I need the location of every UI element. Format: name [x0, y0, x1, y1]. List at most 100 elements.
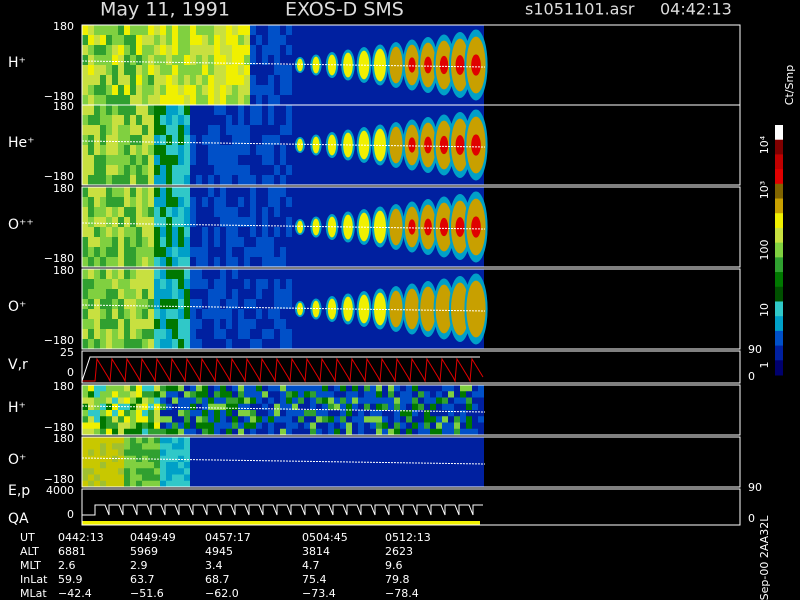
spectrogram-cell [184, 227, 190, 238]
spectrogram-cell [226, 197, 232, 208]
spectrogram-cell [244, 269, 250, 280]
spectrogram-cell [226, 319, 232, 330]
spectrogram-cell [262, 397, 268, 405]
spectrogram-cell [292, 422, 298, 430]
spectrogram-cell [154, 105, 160, 116]
spectrogram-cell [286, 207, 292, 218]
spectrogram-cell [250, 115, 256, 126]
spectrogram-cell [202, 75, 208, 86]
spectrogram-cell [334, 237, 340, 248]
spectrogram-cell [184, 480, 190, 488]
spectrogram-cell [112, 187, 118, 198]
spectrogram-cell [358, 25, 364, 36]
spectrogram-cell [244, 55, 250, 66]
spectrogram-cell [286, 247, 292, 258]
spectrogram-cell [172, 197, 178, 208]
spectrogram-cell [196, 115, 202, 126]
spectrogram-cell [322, 269, 328, 280]
spectrogram-cell [334, 279, 340, 290]
spectrogram-cell [244, 329, 250, 340]
spectrogram-cell [352, 217, 358, 228]
spectrogram-cell [478, 437, 484, 444]
spectrogram-cell [232, 289, 238, 300]
spectrogram-cell [214, 410, 220, 417]
spectrogram-cell [328, 95, 334, 106]
spectrogram-cell [178, 75, 184, 86]
spectrogram-cell [88, 474, 94, 482]
spectrogram-cell [292, 416, 298, 423]
spectrogram-cell [178, 410, 184, 417]
spectrogram-cell [304, 187, 310, 198]
spectrogram-cell [412, 115, 418, 126]
spectrogram-cell [268, 385, 274, 392]
spectrogram-cell [274, 299, 280, 310]
spectrogram-cell [178, 227, 184, 238]
spectrogram-cell [232, 339, 238, 350]
spectrogram-cell [232, 437, 238, 444]
spectrogram-cell [274, 125, 280, 136]
wave-arc [312, 56, 320, 74]
spectrogram-cell [232, 55, 238, 66]
spectrogram-cell [316, 269, 322, 280]
spectrogram-cell [238, 468, 244, 475]
spectrogram-cell [208, 75, 214, 86]
panel-frame [81, 384, 741, 436]
spectrogram-cell [82, 385, 88, 392]
spectrogram-cell [250, 145, 256, 156]
spectrogram-cell [466, 462, 472, 469]
spectrogram-cell [112, 339, 118, 350]
spectrogram-cell [88, 339, 94, 350]
spectrogram-cell [466, 480, 472, 488]
trace [81, 304, 486, 312]
spectrogram-cell [298, 428, 304, 436]
spectrogram-cell [238, 115, 244, 126]
spectrogram-cell [82, 474, 88, 482]
spectrogram-cell [124, 155, 130, 166]
spectrogram-cell [100, 35, 106, 46]
spectrogram-cell [298, 329, 304, 340]
spectrogram-cell [112, 309, 118, 320]
spectrogram-cell [256, 462, 262, 469]
spectrogram-cell [388, 25, 394, 36]
spectrogram-cell [196, 25, 202, 36]
spectrogram-cell [220, 197, 226, 208]
spectrogram-cell [190, 339, 196, 350]
spectrogram-cell [142, 125, 148, 136]
spectrogram-cell [166, 207, 172, 218]
spectrogram-cell [286, 105, 292, 116]
spectrogram-cell [100, 289, 106, 300]
spectrogram-cell [286, 95, 292, 106]
spectrogram-cell [178, 55, 184, 66]
spectrogram-cell [340, 95, 346, 106]
table-value: 5969 [130, 545, 158, 558]
spectrogram-cell [436, 187, 442, 198]
spectrogram-cell [310, 279, 316, 290]
spectrogram-cell [400, 329, 406, 340]
spectrogram-cell [412, 397, 418, 405]
spectrogram-cell [268, 75, 274, 86]
spectrogram-cell [322, 462, 328, 469]
spectrogram-cell [298, 115, 304, 126]
spectrogram-cell [196, 422, 202, 430]
spectrogram-cell [382, 443, 388, 450]
spectrogram-cell [334, 339, 340, 350]
spectrogram-cell [340, 237, 346, 248]
spectrogram-cell [430, 197, 436, 208]
spectrogram-cell [454, 391, 460, 398]
spectrogram-cell [130, 227, 136, 238]
spectrogram-cell [442, 416, 448, 423]
spectrogram-cell [376, 468, 382, 475]
spectrogram-cell [232, 410, 238, 417]
spectrogram-cell [274, 197, 280, 208]
wave-arc [312, 300, 320, 318]
spectrogram-cell [442, 468, 448, 475]
spectrogram-cell [118, 65, 124, 76]
spectrogram-cell [262, 207, 268, 218]
spectrogram-cell [220, 155, 226, 166]
spectrogram-cell [202, 207, 208, 218]
spectrogram-cell [298, 197, 304, 208]
spectrogram-cell [400, 85, 406, 96]
spectrogram-cell [226, 397, 232, 405]
spectrogram-cell [298, 410, 304, 417]
spectrogram-cell [232, 329, 238, 340]
